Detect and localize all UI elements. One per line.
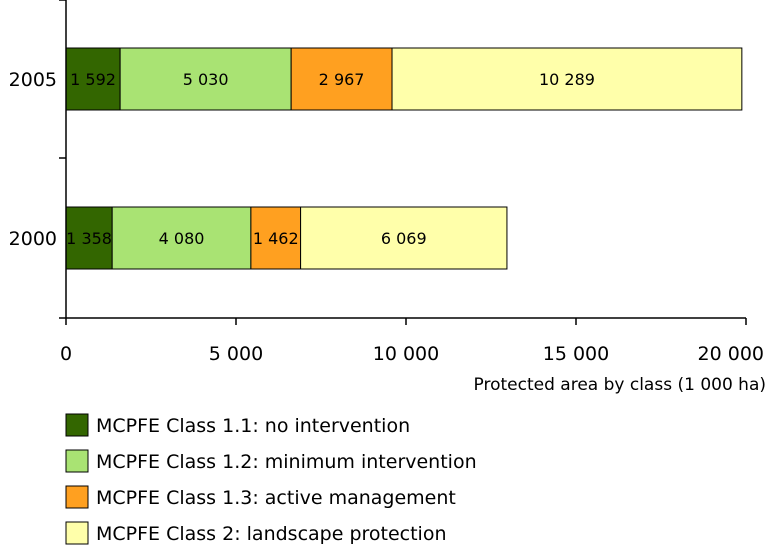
- bar-2000-series-2: [111, 206, 252, 270]
- data-label-2005-series-1: 1 592: [70, 70, 116, 89]
- y-tick-label-2005: 2005: [9, 69, 57, 91]
- x-tick-label-4: 15 000: [543, 343, 609, 365]
- x-tick-label-3: 10 000: [373, 343, 439, 365]
- axes-group: 2005 2000 0 5 000 10 000 15 000 20 000: [9, 0, 764, 365]
- data-label-2000-series-1: 1 358: [66, 229, 112, 248]
- data-label-2000-series-2: 4 080: [159, 229, 205, 248]
- bar-2005-series-3: [290, 47, 393, 111]
- x-tick-label-2: 5 000: [209, 343, 263, 365]
- x-tick-label-1: 0: [60, 343, 72, 365]
- bars-group: 1 592 5 030 2 967 10 289 1 358 4 080 1 462 6 06…: [65, 47, 743, 270]
- bar-2000-series-4: [300, 206, 508, 270]
- data-label-2000-series-4: 6 069: [381, 229, 427, 248]
- bar-2005-series-1: [65, 47, 121, 111]
- legend-label-4: MCPFE Class 2: landscape protection: [96, 523, 447, 545]
- y-tick-label-2000: 2000: [9, 228, 57, 250]
- data-label-2005-series-2: 5 030: [183, 70, 229, 89]
- legend: MCPFE Class 1.1: no intervention MCPFE Cl…: [65, 413, 477, 545]
- legend-swatch-3: [65, 485, 89, 509]
- legend-label-3: MCPFE Class 1.3: active management: [96, 487, 456, 509]
- bar-2000-series-3: [250, 206, 302, 270]
- bar-2000-series-1: [65, 206, 113, 270]
- legend-label-1: MCPFE Class 1.1: no intervention: [96, 415, 410, 437]
- data-label-2005-series-3: 2 967: [319, 70, 365, 89]
- bar-2005-series-4: [391, 47, 743, 111]
- x-axis-title: Protected area by class (1 000 ha): [474, 375, 766, 395]
- legend-swatch-2: [65, 449, 89, 473]
- legend-label-2: MCPFE Class 1.2: minimum intervention: [96, 451, 477, 473]
- data-label-2005-series-4: 10 289: [539, 70, 595, 89]
- legend-swatch-1: [65, 413, 89, 437]
- x-tick-label-5: 20 000: [698, 343, 764, 365]
- data-label-2000-series-3: 1 462: [253, 229, 299, 248]
- legend-swatch-4: [65, 521, 89, 545]
- bar-2005-series-2: [119, 47, 292, 111]
